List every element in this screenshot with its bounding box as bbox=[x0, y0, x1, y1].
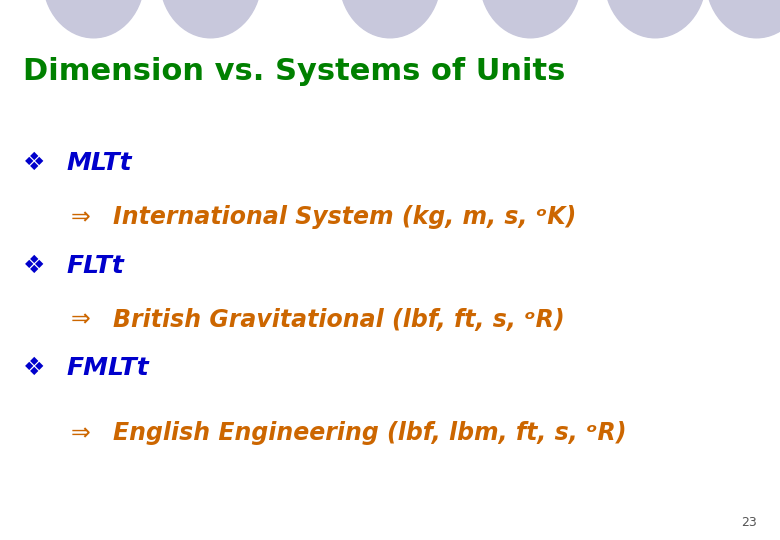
Text: ⇒: ⇒ bbox=[70, 205, 90, 229]
Text: ❖: ❖ bbox=[23, 356, 46, 380]
Text: Dimension vs. Systems of Units: Dimension vs. Systems of Units bbox=[23, 57, 565, 86]
Text: English Engineering (lbf, lbm, ft, s, ᵒR): English Engineering (lbf, lbm, ft, s, ᵒR… bbox=[113, 421, 626, 445]
Ellipse shape bbox=[43, 0, 144, 38]
Ellipse shape bbox=[706, 0, 780, 38]
Text: ❖: ❖ bbox=[23, 254, 46, 278]
Text: FLTt: FLTt bbox=[66, 254, 124, 278]
Text: ❖: ❖ bbox=[23, 151, 46, 175]
Text: 23: 23 bbox=[741, 516, 757, 529]
Ellipse shape bbox=[339, 0, 441, 38]
Text: FMLTt: FMLTt bbox=[66, 356, 149, 380]
Text: MLTt: MLTt bbox=[66, 151, 132, 175]
Ellipse shape bbox=[480, 0, 581, 38]
Ellipse shape bbox=[604, 0, 706, 38]
Text: ⇒: ⇒ bbox=[70, 308, 90, 332]
Ellipse shape bbox=[160, 0, 261, 38]
Text: ⇒: ⇒ bbox=[70, 421, 90, 445]
Text: British Gravitational (lbf, ft, s, ᵒR): British Gravitational (lbf, ft, s, ᵒR) bbox=[113, 308, 565, 332]
Text: International System (kg, m, s, ᵒK): International System (kg, m, s, ᵒK) bbox=[113, 205, 576, 229]
